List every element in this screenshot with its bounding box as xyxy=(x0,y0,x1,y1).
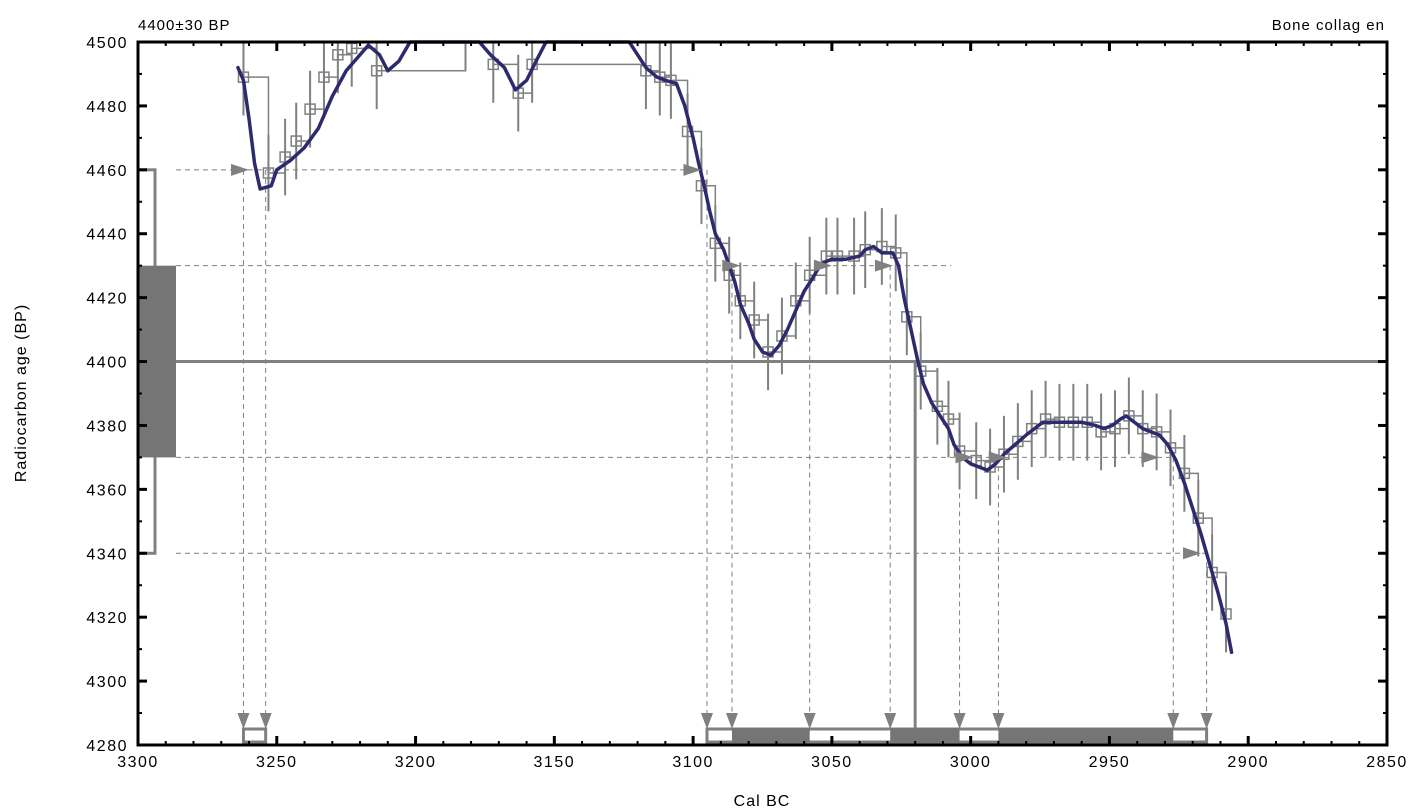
horizontal-arrowhead xyxy=(683,163,702,176)
plot-frame xyxy=(136,40,1389,747)
horizontal-arrowhead xyxy=(231,163,250,176)
y-tick-label: 4320 xyxy=(86,610,128,627)
vertical-arrowhead xyxy=(953,713,966,729)
y-tick-label: 4440 xyxy=(86,227,128,244)
x-axis-title: Cal BC xyxy=(734,793,791,809)
horizontal-arrowhead xyxy=(1183,547,1202,560)
y-tick-label: 4340 xyxy=(86,546,128,563)
y-tick-label: 4420 xyxy=(86,291,128,308)
x-tick-label: 3100 xyxy=(672,754,714,771)
chart-title-right: Bone collag en xyxy=(1272,17,1385,34)
x-tick-label: 2950 xyxy=(1089,754,1131,771)
vertical-arrowhead xyxy=(992,713,1005,729)
calibration-curve xyxy=(236,40,1234,655)
horizontal-arrowhead xyxy=(813,259,832,272)
y-tick-label: 4280 xyxy=(86,738,128,755)
horizontal-arrowhead xyxy=(722,259,741,272)
vertical-arrowhead xyxy=(803,713,816,729)
vertical-arrowhead xyxy=(237,713,250,729)
y-tick-label: 4360 xyxy=(86,482,128,499)
y-tick-label: 4500 xyxy=(86,35,128,52)
horizontal-arrowhead xyxy=(1141,451,1160,464)
y-tick-label: 4380 xyxy=(86,418,128,435)
horizontal-arrowhead xyxy=(955,451,974,464)
x-tick-label: 3250 xyxy=(256,754,298,771)
x-tick-label: 3200 xyxy=(395,754,437,771)
x-tick-label: 3050 xyxy=(811,754,853,771)
y-tick-label: 4480 xyxy=(86,99,128,116)
vertical-arrowhead xyxy=(700,713,713,729)
x-tick-label: 2850 xyxy=(1366,754,1408,771)
x-tick-label: 3300 xyxy=(117,754,159,771)
vertical-arrowhead xyxy=(259,713,272,729)
y-axis-title: Radiocarbon age (BP) xyxy=(13,304,30,482)
vertical-arrowhead xyxy=(725,713,738,729)
calibrated-range-68 xyxy=(890,728,960,743)
calibrated-range-68 xyxy=(731,728,810,743)
y-tick-label: 4400 xyxy=(86,355,128,372)
vertical-arrowhead xyxy=(1167,713,1180,729)
y-tick-label: 4460 xyxy=(86,163,128,180)
horizontal-arrowhead xyxy=(988,451,1007,464)
data-step-line xyxy=(243,41,1227,614)
x-tick-label: 3000 xyxy=(950,754,992,771)
calibrated-range-95 xyxy=(241,727,268,744)
y-tick-label: 4300 xyxy=(86,674,128,691)
x-tick-label: 3150 xyxy=(534,754,576,771)
vertical-arrowhead xyxy=(884,713,897,729)
vertical-arrowhead xyxy=(1200,713,1213,729)
x-tick-label: 2900 xyxy=(1227,754,1269,771)
calibrated-range-68 xyxy=(998,728,1174,743)
chart-title-left: 4400±30 BP xyxy=(138,17,230,34)
horizontal-arrowhead xyxy=(874,259,893,272)
